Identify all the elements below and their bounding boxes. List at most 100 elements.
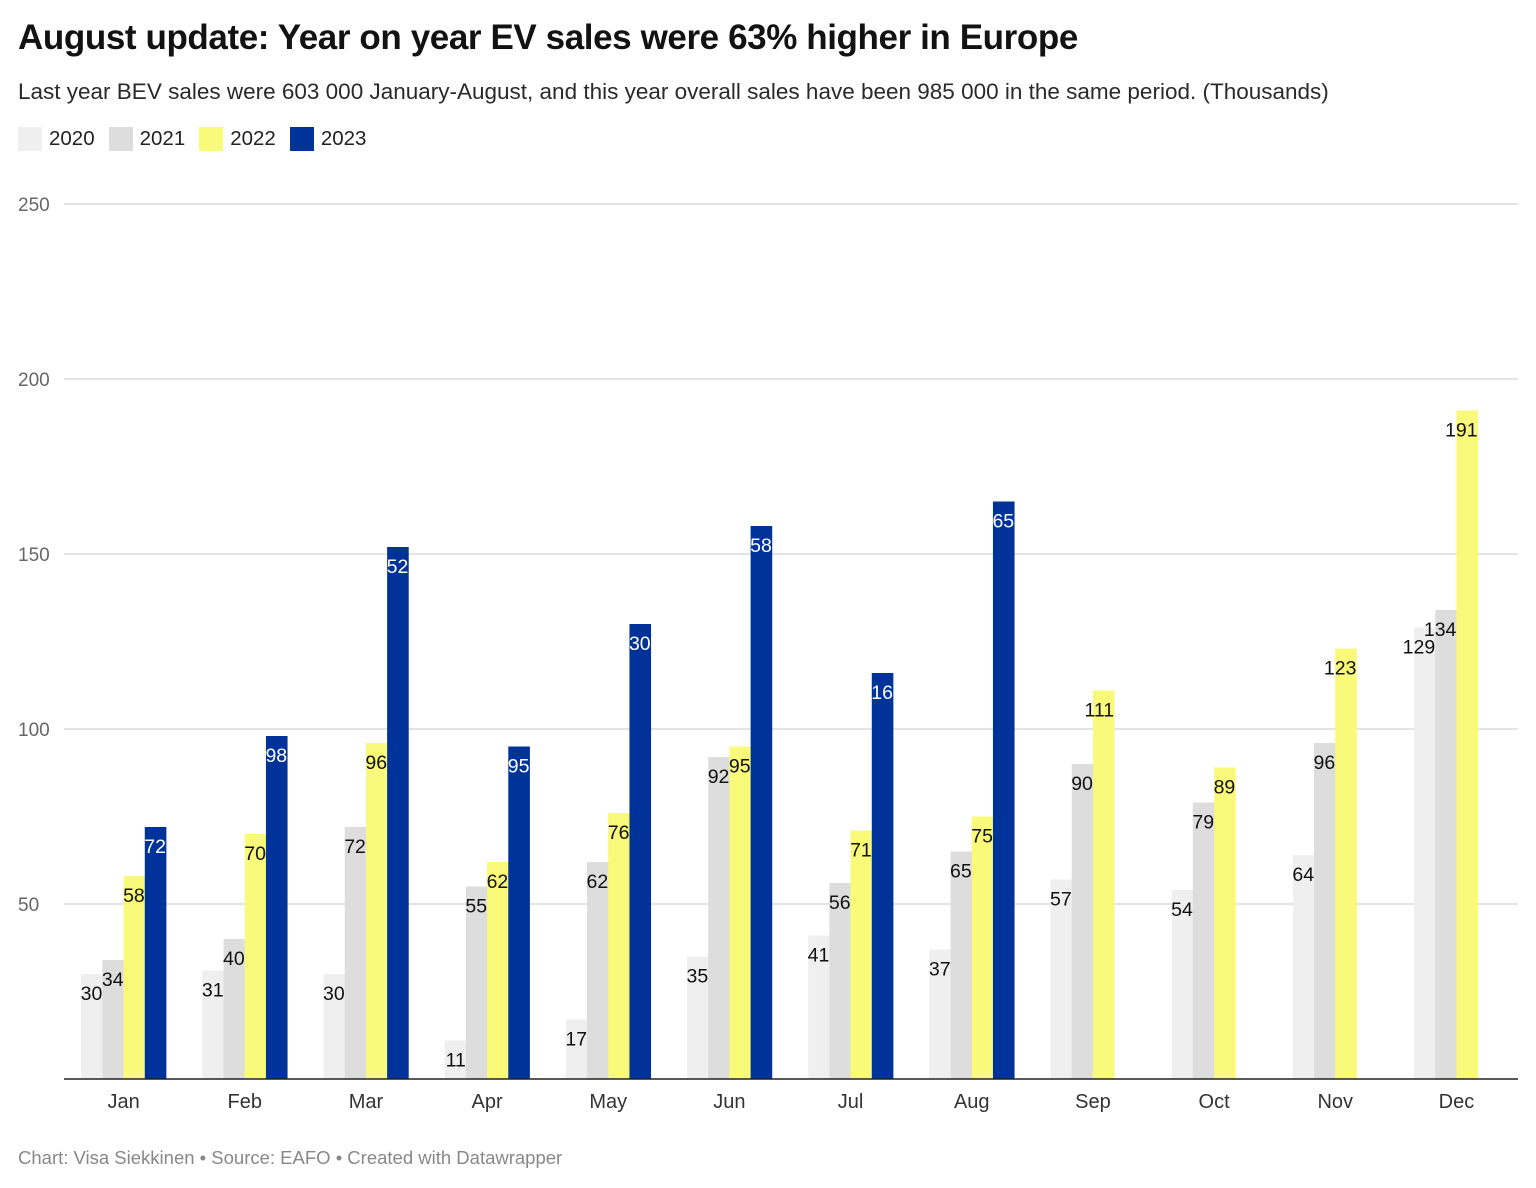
x-tick-label: May (589, 1091, 627, 1113)
legend-label: 2020 (49, 127, 95, 150)
x-axis: Jan Feb Mar Apr May Jun Jul Aug Sep Oct Nov Dec (64, 1078, 1518, 1113)
bar-2023-apr (508, 746, 530, 1079)
x-tick-label: Dec (1439, 1091, 1475, 1113)
legend-label: 2022 (230, 127, 276, 150)
data-label: 158 (739, 535, 772, 557)
bar-2023-jul (871, 673, 894, 1079)
data-label: 62 (487, 871, 509, 893)
data-label: 37 (929, 959, 951, 981)
data-label: 111 (1084, 700, 1114, 722)
legend-item-2022: 2022 (199, 127, 276, 151)
data-label: 31 (202, 980, 224, 1002)
data-label: 71 (850, 840, 872, 862)
bar-2022-oct (1214, 767, 1236, 1079)
data-label: 191 (1445, 420, 1478, 442)
bar-2020-dec (1414, 627, 1436, 1079)
data-label: 75 (971, 826, 993, 848)
bar-2021-may (587, 862, 609, 1079)
data-label: 11 (446, 1050, 466, 1072)
bar-2021-nov (1314, 743, 1336, 1079)
data-label: 41 (808, 945, 830, 967)
bar-2021-aug (950, 851, 973, 1079)
bar-2021-feb (223, 939, 246, 1079)
legend-swatch-2020 (18, 127, 42, 151)
data-label: 30 (323, 983, 345, 1005)
bar-2022-apr (487, 862, 509, 1079)
bar-2023-jun (750, 526, 773, 1079)
bar-2021-jul (829, 883, 851, 1079)
data-label: 123 (1324, 658, 1357, 680)
bar-2020-sep (1050, 879, 1073, 1079)
bar-2023-aug (992, 501, 1015, 1079)
data-label: 152 (376, 556, 409, 578)
y-tick-label: 150 (18, 545, 50, 566)
gridlines (64, 203, 1518, 905)
bar-2020-oct (1171, 890, 1194, 1079)
chart-footer: Chart: Visa Siekkinen • Source: EAFO • C… (18, 1147, 563, 1168)
data-label: 129 (1403, 637, 1436, 659)
legend-label: 2023 (320, 127, 367, 150)
bar-2020-nov (1292, 855, 1315, 1079)
bar-2020-may (565, 1019, 588, 1079)
data-label: 95 (508, 756, 530, 778)
data-label: 92 (708, 766, 730, 788)
x-tick-label: Jun (713, 1091, 745, 1113)
bar-2020-jun (687, 956, 709, 1079)
bar-2022-jun (729, 746, 752, 1079)
legend-item-2021: 2021 (108, 127, 186, 151)
legend: 2020 2021 2022 2023 (18, 127, 380, 151)
bar-2021-jan (102, 960, 124, 1079)
y-tick-label: 100 (18, 720, 50, 741)
bar-2020-mar (323, 974, 346, 1079)
data-label: 62 (587, 871, 609, 893)
data-label: 70 (244, 843, 266, 865)
x-tick-label: Jul (838, 1091, 864, 1113)
data-label: 72 (144, 836, 166, 858)
y-axis: 50 100 150 200 250 (18, 195, 50, 916)
data-label: 54 (1171, 899, 1193, 921)
legend-item-2020: 2020 (18, 127, 95, 151)
data-label: 57 (1050, 889, 1072, 911)
data-label: 55 (465, 896, 487, 918)
data-label: 165 (982, 511, 1015, 533)
data-label: 64 (1292, 864, 1314, 886)
bar-2020-aug (929, 949, 951, 1079)
x-tick-label: Feb (228, 1091, 262, 1113)
legend-item-2023: 2023 (289, 127, 367, 151)
bar-2020-feb (202, 970, 224, 1079)
bar-2023-may (629, 624, 652, 1079)
data-label: 134 (1424, 619, 1457, 641)
y-tick-label: 50 (18, 895, 39, 916)
bar-2022-may (608, 813, 630, 1079)
legend-swatch-2022 (199, 127, 224, 151)
bar-2023-feb (265, 736, 288, 1079)
bar-2023-mar (387, 547, 409, 1079)
x-tick-label: Sep (1075, 1091, 1111, 1113)
data-label: 40 (223, 948, 245, 970)
data-label: 116 (862, 682, 893, 704)
data-label: 96 (365, 752, 387, 774)
bar-2022-nov (1335, 648, 1357, 1079)
y-tick-label: 200 (18, 370, 50, 391)
bar-2020-jan (81, 974, 103, 1079)
bar-2022-sep (1092, 690, 1115, 1079)
data-label: 65 (950, 861, 972, 883)
data-label: 34 (102, 969, 124, 991)
y-tick-label: 250 (18, 195, 50, 216)
x-tick-label: Apr (472, 1091, 503, 1113)
bar-2022-dec (1456, 410, 1479, 1079)
x-tick-label: Jan (107, 1091, 139, 1113)
x-tick-label: Nov (1317, 1091, 1353, 1113)
bar-2021-mar (344, 827, 367, 1079)
x-tick-label: Aug (954, 1091, 990, 1113)
bar-2022-mar (365, 743, 388, 1079)
data-label: 95 (729, 756, 751, 778)
bar-2020-apr (444, 1040, 467, 1079)
bar-2021-oct (1192, 802, 1215, 1079)
bar-2021-jun (708, 757, 730, 1079)
legend-label: 2021 (139, 127, 186, 150)
bar-2021-sep (1071, 764, 1094, 1079)
data-label: 79 (1192, 812, 1214, 834)
bar-2022-aug (971, 816, 994, 1079)
